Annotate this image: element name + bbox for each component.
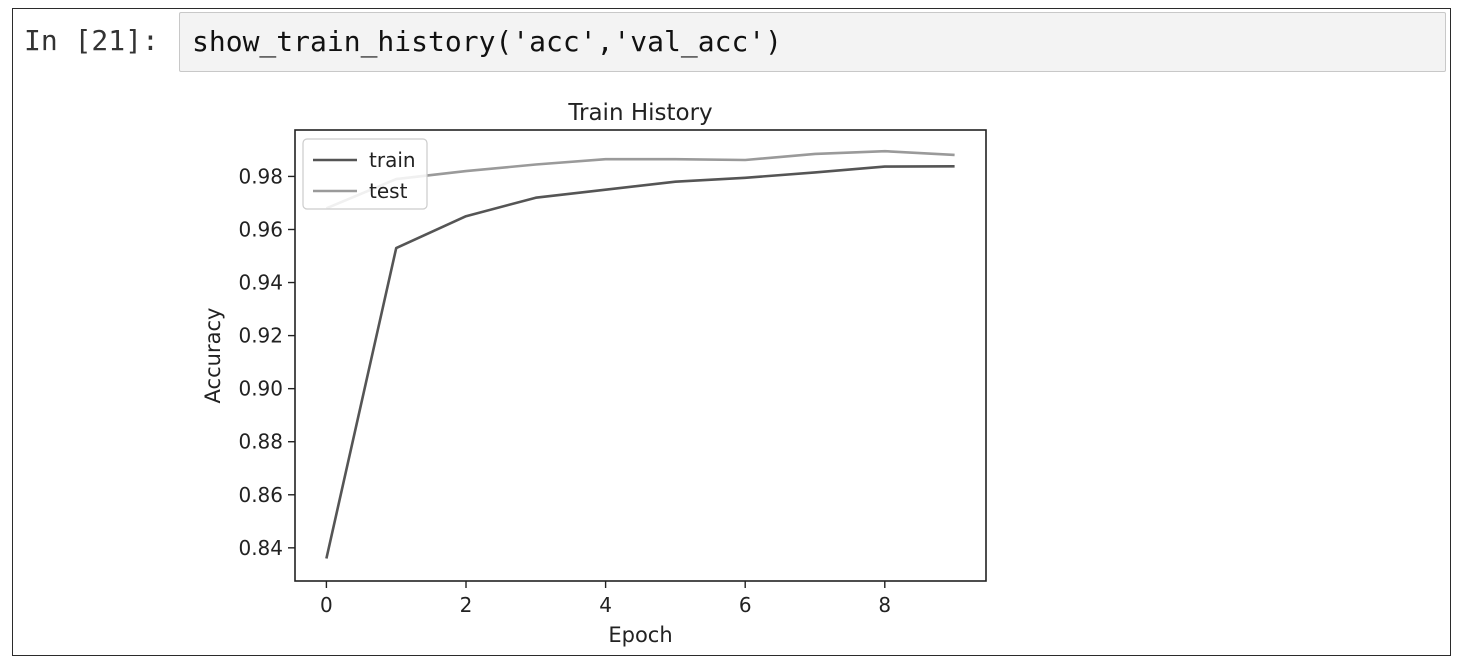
x-tick-label: 2 (460, 593, 473, 617)
x-tick-label: 0 (320, 593, 333, 617)
series-line-train (325, 165, 955, 559)
y-tick-label: 0.88 (238, 430, 283, 454)
x-tick-label: 8 (878, 593, 891, 617)
chart-title: Train History (567, 100, 712, 126)
y-axis-label: Accuracy (201, 308, 225, 404)
y-tick-label: 0.92 (238, 324, 283, 348)
code-text: show_train_history('acc','val_acc') (192, 25, 783, 58)
x-axis-label: Epoch (608, 623, 672, 647)
chart-root: 0 2 4 6 8 0.84 0.86 0.88 0.90 0.92 0.94 0.96 0.98 Tra… (201, 100, 987, 647)
y-tick-label: 0.84 (238, 536, 283, 560)
x-tick-label: 6 (739, 593, 752, 617)
legend-label-test: test (369, 179, 408, 203)
y-tick-label: 0.90 (238, 377, 283, 401)
y-tick-label: 0.96 (238, 217, 283, 241)
code-input-area[interactable]: show_train_history('acc','val_acc') (179, 12, 1446, 72)
cell-prompt: In [21]: (24, 24, 159, 57)
y-tick-label: 0.98 (238, 164, 283, 188)
series-line-test (325, 149, 955, 210)
legend-label-train: train (369, 148, 416, 172)
output-chart: 0 2 4 6 8 0.84 0.86 0.88 0.90 0.92 0.94 0.96 0.98 Tra… (190, 90, 1010, 665)
plot-frame (294, 129, 987, 582)
x-tick-label: 4 (599, 593, 612, 617)
notebook-cell (12, 8, 1451, 656)
line-chart: 0 2 4 6 8 0.84 0.86 0.88 0.90 0.92 0.94 0.96 0.98 Tra… (201, 100, 987, 647)
y-tick-label: 0.86 (238, 483, 283, 507)
y-tick-label: 0.94 (238, 271, 283, 295)
